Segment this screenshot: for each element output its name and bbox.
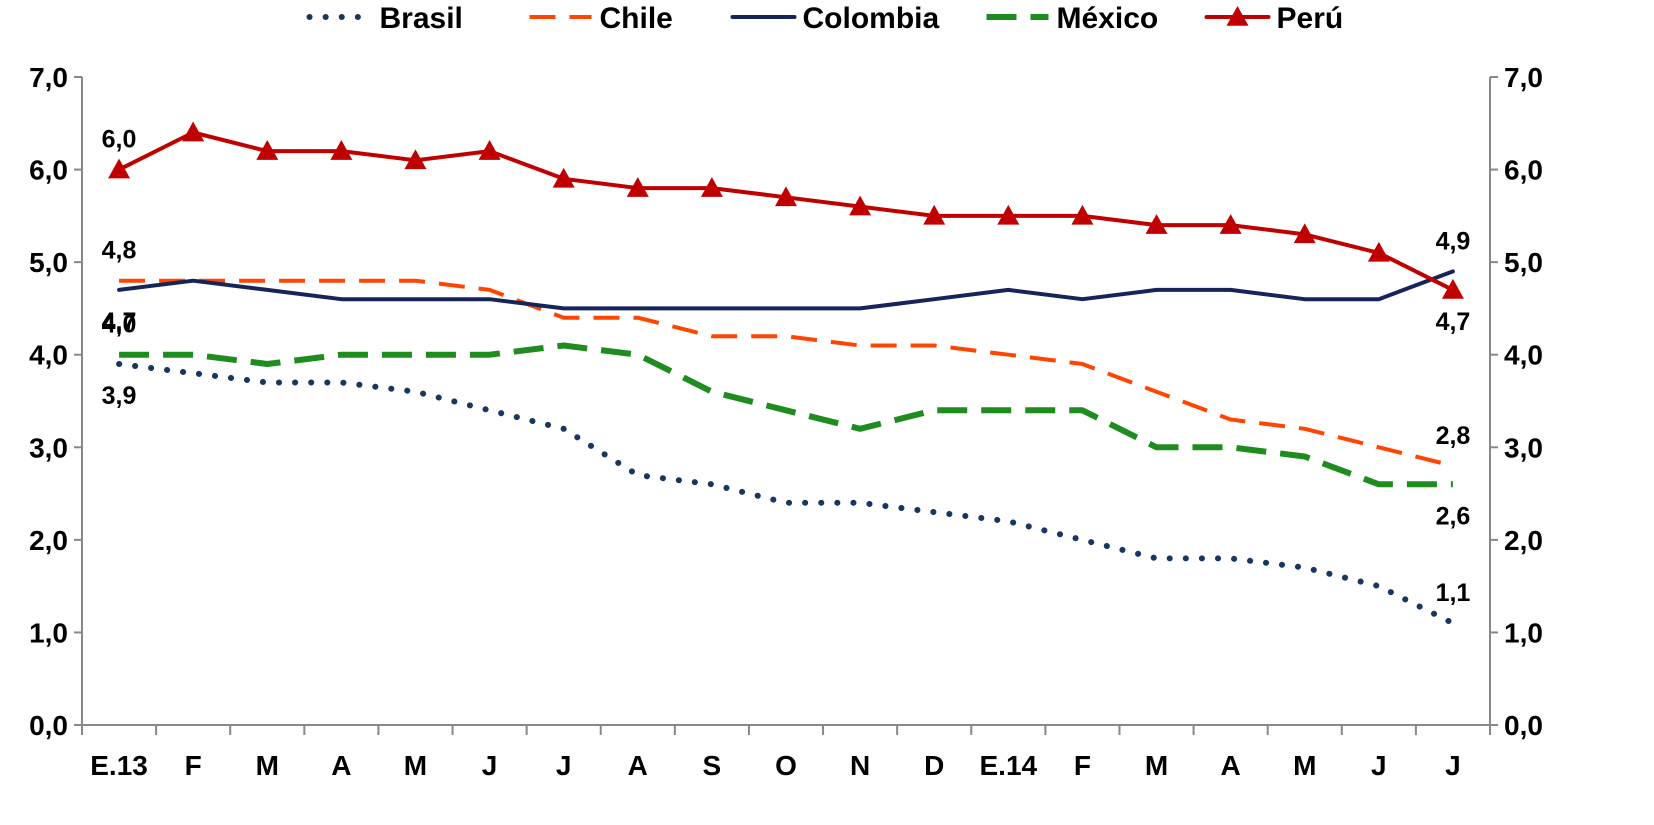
series-line-brasil [116,361,1456,627]
data-point-peru [1441,278,1464,299]
data-point-peru [1219,214,1242,234]
data-label: 3,9 [102,382,137,410]
y-tick-label-right: 5,0 [1504,247,1543,278]
series-line-chile [119,278,1454,468]
x-tick-label: S [703,750,722,781]
x-tick-label: J [556,750,572,781]
data-point-peru [1367,241,1390,262]
data-label: 1,1 [1436,579,1471,607]
y-tick-label-right: 2,0 [1504,525,1543,556]
axes: 0,0 0,0 1,0 1,0 2,0 2,0 3,0 3,0 4,0 4,0 5,0 5,0 6,0 6… [29,62,1543,781]
legend-label-brasil: Brasil [380,2,463,35]
legend-marker-peru [1226,6,1249,26]
data-point-peru [1145,214,1168,234]
series-layer [108,121,1464,627]
data-point-peru [626,177,649,197]
x-tick-label: M [256,750,279,781]
legend-label-chile: Chile [600,2,673,35]
data-point-peru [775,186,797,207]
y-tick-label-left: 1,0 [29,617,68,648]
x-tick-label: F [1074,750,1091,781]
x-tick-label: N [850,750,870,781]
y-tick-label-left: 2,0 [29,525,68,556]
data-label: 2,8 [1436,422,1471,450]
data-point-peru [1071,204,1094,225]
y-tick-label-left: 6,0 [29,155,68,186]
y-tick-label-right: 4,0 [1504,340,1543,371]
legend-label-mexico: México [1057,2,1159,35]
data-label: 4,8 [102,237,137,265]
data-point-peru [256,140,279,160]
data-label: 4,7 [1436,308,1471,336]
x-tick-label: M [404,750,427,781]
data-point-peru [108,158,131,179]
data-point-peru [923,204,946,225]
series-line-peru [117,130,1455,292]
y-tick-label-right: 7,0 [1504,62,1543,93]
data-point-peru [330,140,353,160]
x-tick-label: E.14 [980,750,1038,781]
data-point-peru [849,195,872,216]
x-tick-label: A [628,750,648,781]
data-point-peru [182,121,205,142]
x-tick-label: J [482,750,498,781]
y-tick-label-right: 0,0 [1504,710,1543,741]
legend: Brasil Chile Colombia México Perú [306,2,1344,35]
data-point-peru [478,140,501,160]
legend-label-colombia: Colombia [803,2,940,35]
x-tick-label: J [1371,750,1387,781]
y-tick-label-left: 0,0 [29,710,68,741]
x-tick-label: E.13 [90,750,148,781]
x-tick-label: F [185,750,202,781]
x-tick-label: O [775,750,797,781]
y-tick-label-left: 4,0 [29,340,68,371]
data-label: 4,7 [102,308,137,336]
data-label: 2,6 [1436,502,1471,530]
y-tick-label-right: 3,0 [1504,432,1543,463]
data-label: 4,0 [102,311,137,339]
series-line-mexico [119,342,1453,488]
y-tick-label-right: 1,0 [1504,617,1543,648]
y-tick-label-left: 5,0 [29,247,68,278]
x-tick-label: M [1293,750,1316,781]
data-labels: 6,04,84,74,03,94,94,72,82,61,1 [102,126,1471,608]
x-tick-label: J [1445,750,1461,781]
x-tick-label: A [1221,750,1241,781]
data-point-peru [997,204,1020,225]
y-tick-label-left: 3,0 [29,432,68,463]
x-tick-label: D [924,750,944,781]
y-tick-label-left: 7,0 [29,62,68,93]
y-tick-label-right: 6,0 [1504,155,1543,186]
data-point-peru [1293,223,1316,244]
series-line-colombia [117,269,1455,311]
data-point-peru [700,177,723,197]
data-point-peru [552,167,575,188]
data-label: 6,0 [102,126,137,154]
data-label: 4,9 [1436,227,1471,255]
data-point-peru [404,149,427,170]
x-tick-label: M [1145,750,1168,781]
x-tick-label: A [331,750,351,781]
legend-label-peru: Perú [1277,2,1344,35]
